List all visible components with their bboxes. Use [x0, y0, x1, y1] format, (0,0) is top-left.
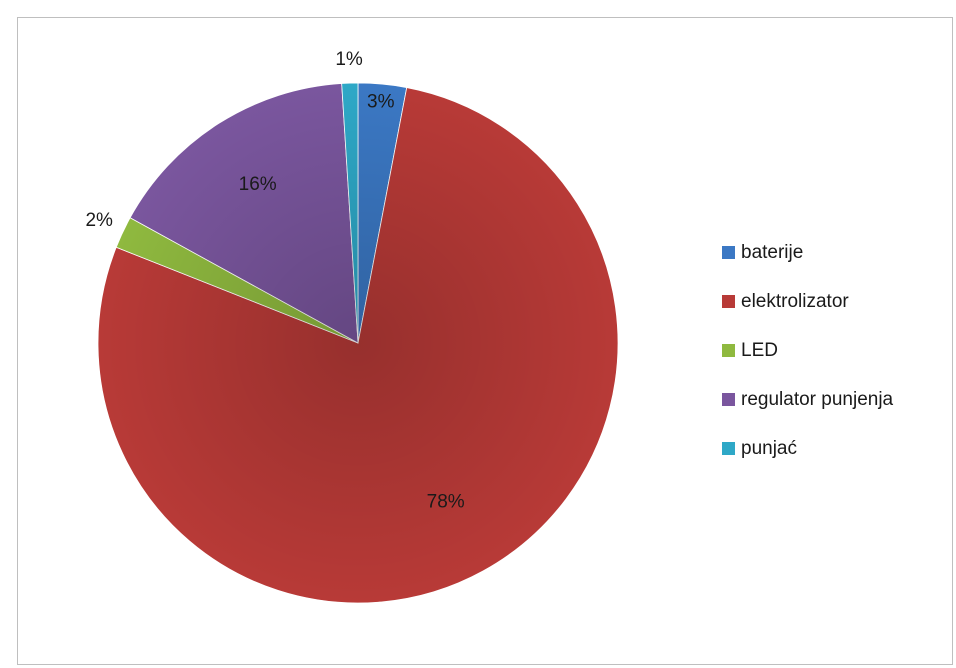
- data-label: 3%: [367, 91, 395, 112]
- legend-label: regulator punjenja: [741, 388, 894, 410]
- pie-shading: [98, 83, 618, 603]
- legend-label: LED: [741, 339, 778, 361]
- legend-label: punjać: [741, 437, 797, 459]
- legend-item-baterije: baterije: [722, 228, 893, 277]
- legend-label: elektrolizator: [741, 290, 849, 312]
- data-label: 1%: [335, 49, 363, 70]
- legend-swatch: [722, 295, 735, 308]
- legend-swatch: [722, 393, 735, 406]
- legend-item-led: LED: [722, 326, 893, 375]
- data-label: 16%: [239, 174, 277, 195]
- legend-item-punjac: punjać: [722, 424, 893, 473]
- legend-label: baterije: [741, 241, 804, 263]
- legend-item-elektrolizator: elektrolizator: [722, 277, 893, 326]
- legend-item-regulator-punjenja: regulator punjenja: [722, 375, 893, 424]
- data-label: 2%: [85, 210, 113, 231]
- data-label: 78%: [427, 492, 465, 513]
- legend-swatch: [722, 442, 735, 455]
- legend-swatch: [722, 246, 735, 259]
- legend-swatch: [722, 344, 735, 357]
- legend: baterije elektrolizator LED regulator pu…: [722, 228, 893, 473]
